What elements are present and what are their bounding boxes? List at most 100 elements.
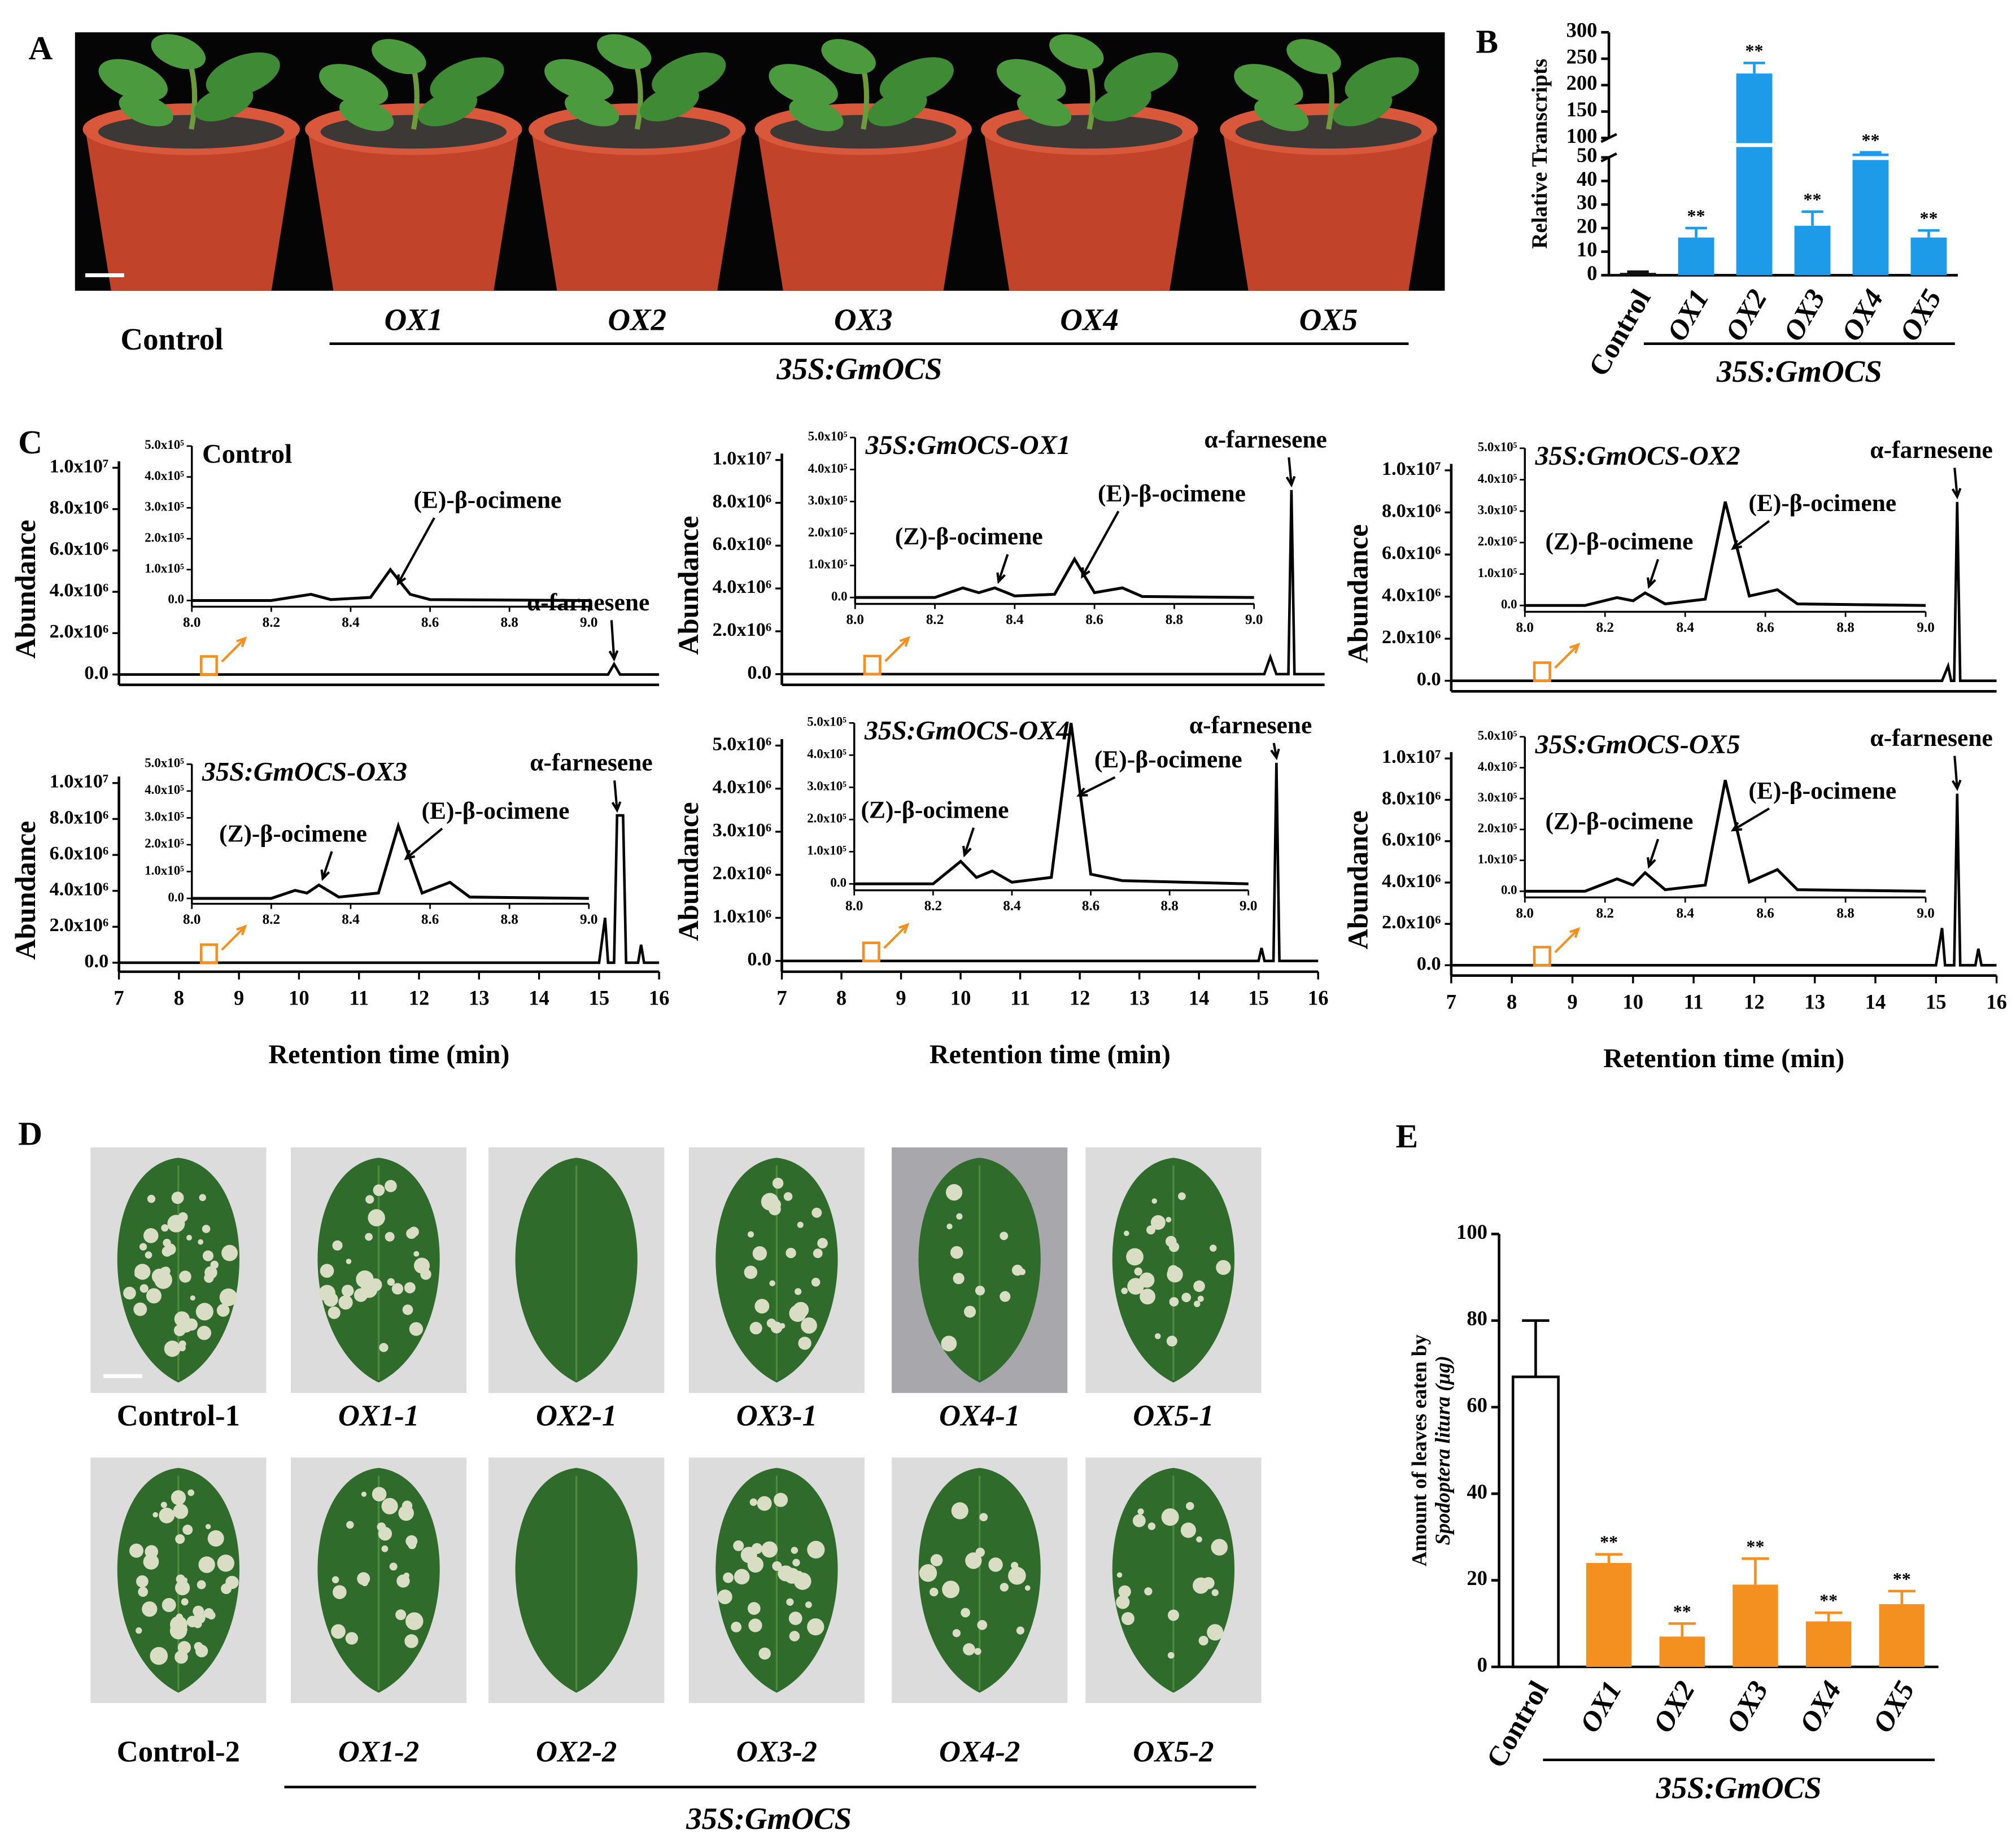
leaf-damage bbox=[402, 1304, 413, 1315]
leaf-damage bbox=[413, 1251, 420, 1257]
leaf-damage bbox=[365, 1233, 373, 1241]
inset-y-tick-label: 1.0x10⁵ bbox=[145, 863, 184, 877]
y-axis-label: Abundance bbox=[1342, 524, 1373, 663]
chart-title: 35S:GmOCS-OX2 bbox=[1535, 441, 1740, 471]
leaf-damage bbox=[1169, 1297, 1179, 1307]
leaf-damage bbox=[754, 1299, 770, 1314]
significance: ** bbox=[1600, 1532, 1618, 1552]
leaf bbox=[769, 64, 838, 106]
leaf-damage bbox=[174, 1311, 190, 1327]
leaf-damage bbox=[798, 1337, 811, 1350]
inset-y-tick-label: 3.0x10⁵ bbox=[145, 500, 184, 514]
leaf-damage bbox=[195, 1303, 213, 1321]
y-tick-label: 6.0x10⁶ bbox=[50, 842, 109, 864]
arrow bbox=[883, 923, 910, 949]
y-tick-label: 4.0x10⁶ bbox=[1382, 870, 1441, 892]
x-tick-label: 14 bbox=[529, 986, 549, 1010]
x-axis-label: Retention time (min) bbox=[268, 1040, 509, 1069]
leaf-damage bbox=[1116, 1595, 1130, 1609]
trace bbox=[1451, 793, 1997, 967]
zoom-box bbox=[1533, 661, 1551, 682]
leaf-damage bbox=[974, 1648, 981, 1655]
pot bbox=[983, 129, 1195, 291]
leaf-damage bbox=[219, 1288, 238, 1307]
y-tick-label: 30 bbox=[1577, 191, 1598, 214]
leaf-damage bbox=[332, 1240, 343, 1251]
group-label: 35S:GmOCS bbox=[776, 352, 942, 386]
pot bbox=[531, 129, 743, 291]
leaf-damage bbox=[221, 1245, 238, 1261]
leaf-damage bbox=[341, 1285, 354, 1297]
inset-y-tick-label: 0.0 bbox=[168, 592, 184, 606]
leaf-damage bbox=[1210, 1245, 1217, 1252]
leaf-damage bbox=[197, 1326, 212, 1341]
leaf bbox=[597, 34, 652, 69]
leaf bbox=[1092, 85, 1151, 121]
leaf-damage bbox=[408, 1226, 419, 1237]
leaf-damage bbox=[404, 1282, 416, 1294]
inset-y-tick-label: 4.0x10⁵ bbox=[808, 461, 848, 475]
arrow bbox=[1554, 927, 1581, 953]
peak-label: (E)-β-ocimene bbox=[1098, 480, 1246, 507]
y-axis-label: Abundance bbox=[10, 821, 41, 960]
inset-x-tick-label: 8.4 bbox=[1003, 898, 1021, 914]
inset-x-tick-label: 8.0 bbox=[183, 912, 200, 927]
y-tick-label: 0 bbox=[1477, 1653, 1487, 1676]
y-axis-label: Spodoptera litura (μg) bbox=[1431, 1356, 1454, 1545]
leaf-damage bbox=[1121, 1287, 1128, 1294]
leaf-damage bbox=[338, 1295, 353, 1310]
bar bbox=[1805, 1621, 1852, 1667]
leaf-damage bbox=[381, 1497, 398, 1514]
leaf-damage bbox=[952, 1629, 961, 1638]
leaf-damage bbox=[161, 1224, 169, 1232]
leaf-damage bbox=[1181, 1293, 1192, 1303]
leaf-damage bbox=[186, 1234, 193, 1241]
leaf-damage bbox=[379, 1343, 389, 1352]
photo-label: OX3 bbox=[834, 303, 893, 337]
leaf-damage bbox=[167, 1215, 185, 1233]
y-tick-label: 50 bbox=[1577, 143, 1598, 167]
peak-label: α-farnesene bbox=[1870, 436, 1992, 464]
leaf bbox=[1234, 64, 1303, 106]
inset-x-tick-label: 8.6 bbox=[421, 912, 439, 927]
chart-title: 35S:GmOCS-OX3 bbox=[202, 757, 407, 787]
leaf-damage bbox=[717, 1590, 732, 1604]
inset-x-tick-label: 8.0 bbox=[183, 615, 200, 630]
leaf-damage bbox=[162, 1246, 172, 1257]
inset-x-tick-label: 8.4 bbox=[1676, 620, 1694, 635]
inset-y-tick-label: 5.0x10⁵ bbox=[1478, 440, 1517, 454]
leaf-damage bbox=[346, 1259, 352, 1264]
leaf-label: Control-2 bbox=[117, 1736, 240, 1769]
y-tick-label: 5.0x10⁶ bbox=[713, 733, 772, 754]
leaf-damage bbox=[723, 1572, 734, 1583]
leaf-damage bbox=[1193, 1280, 1205, 1293]
bar bbox=[1733, 1584, 1778, 1667]
leaf-damage bbox=[977, 1619, 988, 1630]
y-tick-label: 2.0x10⁶ bbox=[1382, 911, 1441, 933]
leaf-damage bbox=[204, 1266, 217, 1279]
error-bar bbox=[1814, 1611, 1843, 1622]
leaf-damage bbox=[979, 1513, 988, 1522]
leaf-damage bbox=[1144, 1587, 1153, 1596]
leaf-damage bbox=[734, 1569, 750, 1585]
leaf-damage bbox=[207, 1530, 224, 1547]
leaf-damage bbox=[801, 1317, 817, 1334]
leaf bbox=[867, 90, 927, 126]
peak-label: α-farnesene bbox=[1204, 426, 1326, 453]
inset-trace bbox=[1525, 779, 1926, 893]
leaf-damage bbox=[749, 1498, 757, 1506]
leaf-damage bbox=[792, 1558, 800, 1567]
inset-y-tick-label: 0.0 bbox=[831, 589, 848, 603]
inset-x-tick-label: 8.2 bbox=[924, 898, 942, 914]
leaf bbox=[1254, 98, 1309, 132]
arrow bbox=[1730, 807, 1770, 832]
leaf-damage bbox=[404, 1634, 418, 1648]
x-tick-label: 10 bbox=[289, 986, 309, 1010]
leaf-damage bbox=[146, 1288, 162, 1304]
x-tick-label: 9 bbox=[234, 986, 244, 1010]
leaf-damage bbox=[772, 1561, 782, 1571]
leaf-damage bbox=[373, 1184, 385, 1197]
arrow bbox=[996, 554, 1009, 584]
bar bbox=[1852, 153, 1889, 276]
leaf-damage bbox=[774, 1492, 788, 1507]
